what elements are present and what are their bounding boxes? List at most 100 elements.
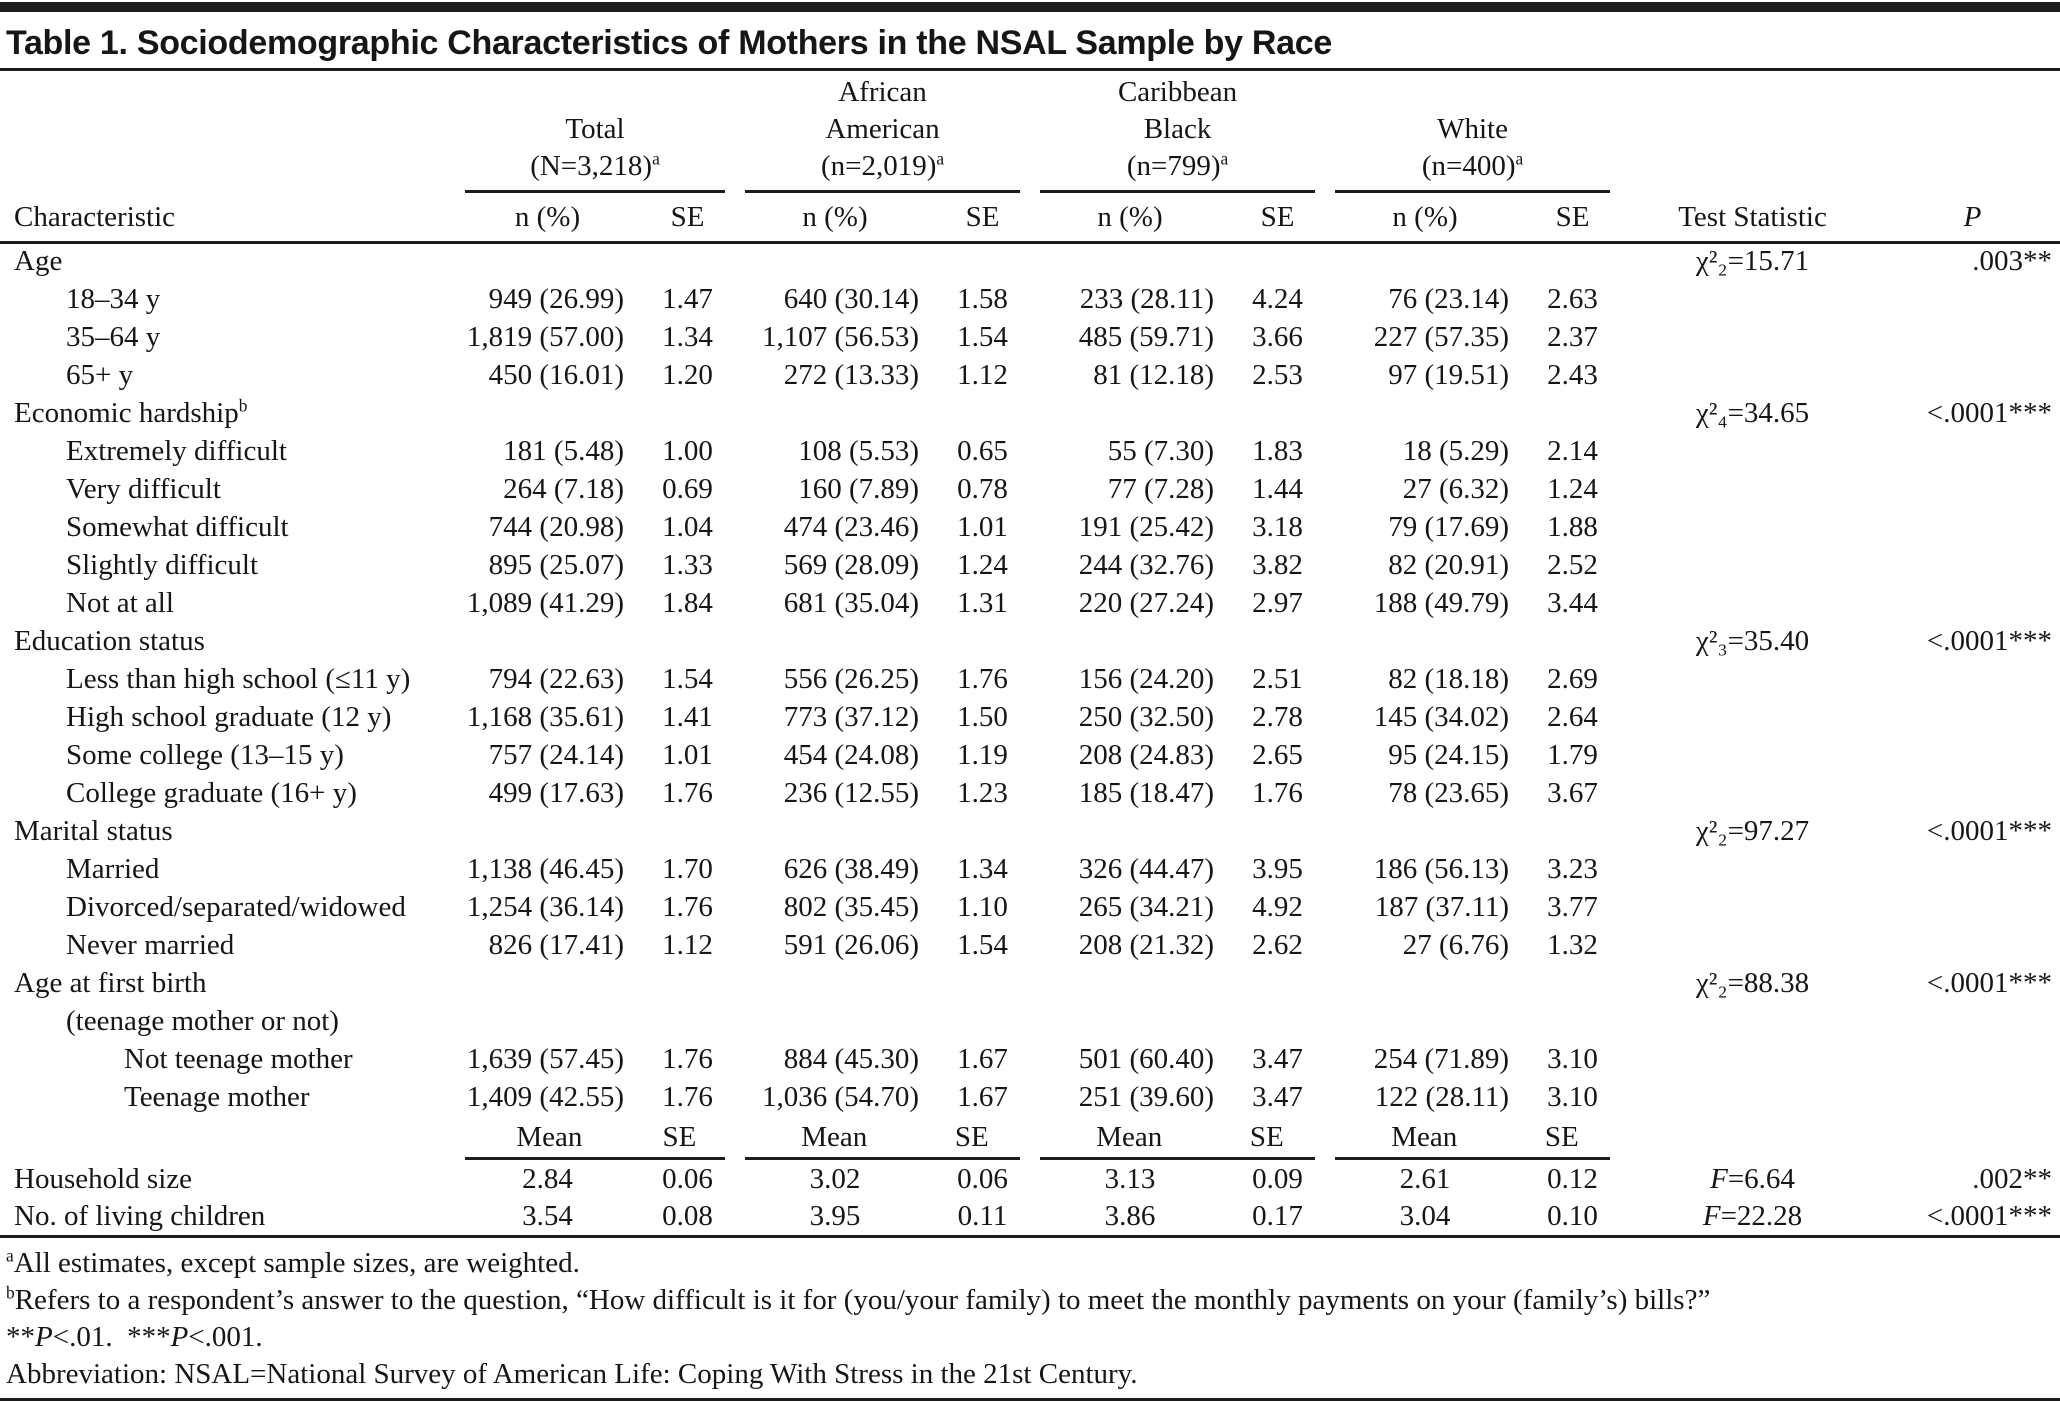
footnote-line: Abbreviation: NSAL=National Survey of Am… [6, 1357, 1138, 1390]
cell-mean: 3.86 [1104, 1199, 1156, 1232]
cell-se: 0.17 [1252, 1199, 1303, 1232]
cell-n-pct: 97 (19.51) [1388, 358, 1510, 391]
cell-se [1230, 1002, 1325, 1040]
test-statistic-cell: χ²₂=15.71 [1695, 245, 1810, 278]
cell-se: 1.20 [662, 358, 713, 391]
cell-mean: 2.61 [1399, 1162, 1451, 1195]
column-se: SE [935, 193, 1031, 244]
cell-n-pct: 186 (56.13) [1373, 852, 1510, 885]
empty-cell [1620, 508, 1885, 546]
empty-cell [1620, 356, 1885, 394]
cell-se: 1.54 [957, 928, 1008, 961]
empty-cell [1620, 926, 1885, 964]
cell-se: 1.76 [662, 1042, 713, 1075]
cell-n-pct: 895 (25.07) [488, 548, 624, 581]
empty-cell [455, 622, 640, 660]
data-row: Never married 826 (17.41) 1.12 591 (26.06) 1… [0, 926, 2060, 964]
cell-se: 0.06 [662, 1162, 713, 1195]
empty-cell [1620, 850, 1885, 888]
empty-cell [1620, 1040, 1885, 1078]
p-value-cell: <.0001*** [1926, 1199, 2053, 1232]
empty-cell [1230, 242, 1325, 280]
data-row: Married 1,138 (46.45) 1.70 626 (38.49) 1.34 3… [0, 850, 2060, 888]
cell-n-pct: 77 (7.28) [1107, 472, 1215, 505]
test-statistic-cell: F=6.64 [1710, 1162, 1795, 1195]
cell-n-pct: 454 (24.08) [783, 738, 920, 771]
cell-n-pct: 826 (17.41) [488, 928, 624, 961]
cell-n-pct: 802 (35.45) [783, 890, 920, 923]
empty-cell [1620, 546, 1885, 584]
cell-se: 2.65 [1252, 738, 1303, 771]
empty-cell [1885, 888, 2060, 926]
cell-se: 2.43 [1547, 358, 1598, 391]
empty-cell [1325, 812, 1525, 850]
row-label: 18–34 y [66, 282, 161, 315]
cell-se: 3.95 [1252, 852, 1303, 885]
cell-n-pct: 108 (5.53) [798, 434, 920, 467]
empty-cell [1325, 622, 1525, 660]
p-value-cell: <.0001*** [1926, 814, 2053, 847]
empty-cell [1885, 1002, 2060, 1040]
spacer-cell [1885, 71, 2060, 193]
cell-se: 1.50 [957, 700, 1008, 733]
cell-se: 2.51 [1252, 662, 1303, 695]
empty-cell [455, 242, 640, 280]
cell-se: 1.34 [662, 320, 713, 353]
cell-se: 1.01 [662, 738, 713, 771]
row-label: Somewhat difficult [66, 510, 289, 543]
group-header-row: Total (N=3,218)a African American (n=2,019)a… [0, 71, 2060, 193]
empty-cell [1885, 432, 2060, 470]
cell-se: 2.64 [1547, 700, 1598, 733]
cell-n-pct: 82 (20.91) [1388, 548, 1510, 581]
cell-se: 1.34 [957, 852, 1008, 885]
empty-cell [0, 1116, 455, 1160]
bottom-rule [0, 1397, 2060, 1401]
section-row: Economic hardshipb χ²₄=34.65 <.0001*** [0, 394, 2060, 432]
data-row: Teenage mother 1,409 (42.55) 1.76 1,036 (54… [0, 1078, 2060, 1116]
cell-se [935, 1002, 1030, 1040]
empty-cell [1620, 888, 1885, 926]
column-n-pct: n (%) [1325, 193, 1526, 244]
section-label: Economic hardshipb [14, 394, 248, 429]
corner-cell [0, 71, 455, 193]
empty-cell [640, 964, 735, 1002]
sociodemographic-table: Total (N=3,218)a African American (n=2,019)a… [0, 71, 2060, 1238]
cell-se: 1.12 [662, 928, 713, 961]
cell-n-pct: 681 (35.04) [783, 586, 920, 619]
empty-cell [455, 394, 640, 432]
empty-cell [1620, 660, 1885, 698]
cell-n-pct: 185 (18.47) [1078, 776, 1215, 809]
cell-se: 3.77 [1547, 890, 1598, 923]
cell-se: 0.06 [957, 1162, 1008, 1195]
se-subhead-label: SE [1544, 1121, 1579, 1153]
empty-cell [935, 812, 1030, 850]
cell-se: 0.09 [1252, 1162, 1303, 1195]
cell-mean: 3.54 [522, 1199, 573, 1232]
column-test-statistic: Test Statistic [1620, 193, 1886, 244]
empty-cell [1885, 698, 2060, 736]
group-header: White (n=400)a [1325, 71, 1620, 193]
p-value-cell: <.0001*** [1926, 624, 2053, 657]
data-row: College graduate (16+ y) 499 (17.63) 1.76 2… [0, 774, 2060, 812]
cell-se: 1.76 [662, 890, 713, 923]
cell-n-pct: 181 (5.48) [503, 434, 624, 467]
data-row: 18–34 y 949 (26.99) 1.47 640 (30.14) 1.58 233… [0, 280, 2060, 318]
cell-n-pct [1325, 1002, 1525, 1040]
cell-mean: 3.02 [809, 1162, 861, 1195]
column-se: SE [1525, 193, 1621, 244]
group-header: Caribbean Black (n=799)a [1030, 71, 1325, 193]
cell-n-pct: 220 (27.24) [1078, 586, 1215, 619]
empty-cell [735, 812, 935, 850]
data-row: Divorced/separated/widowed 1,254 (36.14) 1… [0, 888, 2060, 926]
cell-se: 3.18 [1252, 510, 1303, 543]
cell-se: 3.67 [1547, 776, 1598, 809]
section-row: Education status χ²₃=35.40 <.0001*** [0, 622, 2060, 660]
column-n-pct: n (%) [1030, 193, 1231, 244]
empty-cell [1885, 318, 2060, 356]
cell-se: 2.97 [1252, 586, 1303, 619]
empty-cell [640, 394, 735, 432]
test-statistic-cell: χ²₃=35.40 [1695, 624, 1810, 657]
empty-cell [1620, 470, 1885, 508]
cell-n-pct: 233 (28.11) [1079, 282, 1215, 315]
mean-row: Household size 2.84 0.06 3.02 0.06 3.13 0.09 2.… [0, 1160, 2060, 1198]
